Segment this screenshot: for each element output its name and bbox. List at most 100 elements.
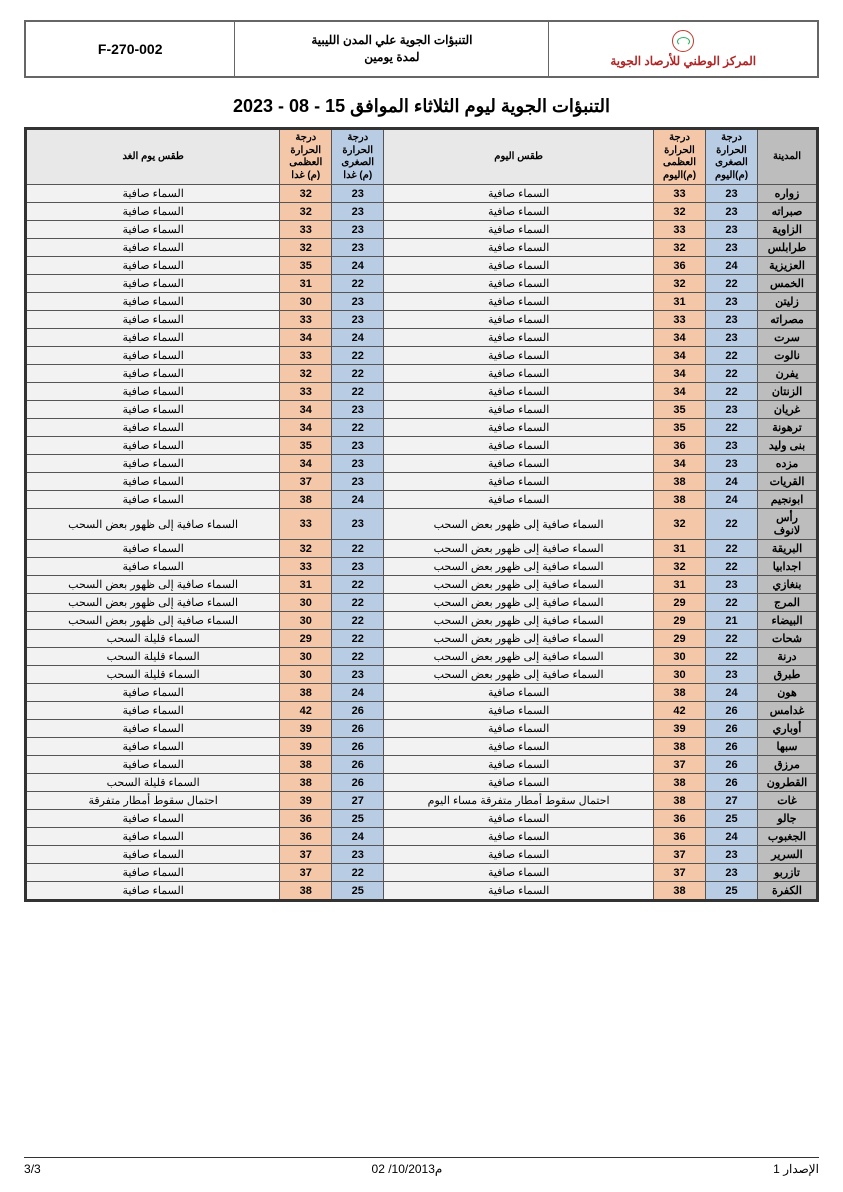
cell-city: غات bbox=[758, 792, 818, 810]
cell-wx-tom: السماء صافية bbox=[26, 455, 280, 473]
cell-city: غدامس bbox=[758, 702, 818, 720]
cell-tmax-tom: 34 bbox=[280, 455, 332, 473]
cell-wx-tom: السماء صافية bbox=[26, 738, 280, 756]
cell-tmax-today: 34 bbox=[654, 383, 706, 401]
footer-edition: الإصدار 1 bbox=[773, 1162, 819, 1176]
col-tmax-today: درجة الحرارة العظمى (م)اليوم bbox=[654, 129, 706, 185]
cell-tmin-tom: 23 bbox=[332, 455, 384, 473]
cell-wx-tom: السماء صافية إلى ظهور بعض السحب bbox=[26, 612, 280, 630]
cell-city: طبرق bbox=[758, 666, 818, 684]
cell-city: الزنتان bbox=[758, 383, 818, 401]
cell-tmax-today: 34 bbox=[654, 455, 706, 473]
cell-tmin-tom: 23 bbox=[332, 293, 384, 311]
table-row: بنى وليد2336السماء صافية2335السماء صافية bbox=[26, 437, 818, 455]
cell-wx-tom: السماء صافية bbox=[26, 311, 280, 329]
cell-wx-tom: السماء صافية bbox=[26, 473, 280, 491]
cell-city: الخمس bbox=[758, 275, 818, 293]
cell-tmin-today: 22 bbox=[706, 419, 758, 437]
cell-wx-today: السماء صافية bbox=[384, 257, 654, 275]
cell-wx-today: السماء صافية bbox=[384, 684, 654, 702]
cell-tmin-tom: 27 bbox=[332, 792, 384, 810]
cell-tmin-today: 24 bbox=[706, 684, 758, 702]
cell-city: المرج bbox=[758, 594, 818, 612]
cell-wx-tom: السماء صافية bbox=[26, 882, 280, 901]
cell-tmin-today: 25 bbox=[706, 882, 758, 901]
cell-city: تازربو bbox=[758, 864, 818, 882]
table-row: البيضاء2129السماء صافية إلى ظهور بعض الس… bbox=[26, 612, 818, 630]
cell-tmax-today: 38 bbox=[654, 473, 706, 491]
table-row: شحات2229السماء صافية إلى ظهور بعض السحب2… bbox=[26, 630, 818, 648]
cell-city: اجدابيا bbox=[758, 558, 818, 576]
cell-city: الكفرة bbox=[758, 882, 818, 901]
cell-tmin-tom: 24 bbox=[332, 684, 384, 702]
cell-wx-tom: السماء صافية bbox=[26, 329, 280, 347]
cell-wx-tom: السماء قليلة السحب bbox=[26, 774, 280, 792]
cell-wx-tom: السماء صافية bbox=[26, 684, 280, 702]
table-row: الزنتان2234السماء صافية2233السماء صافية bbox=[26, 383, 818, 401]
cell-tmax-tom: 32 bbox=[280, 239, 332, 257]
cell-tmin-tom: 26 bbox=[332, 720, 384, 738]
cell-city: البريقة bbox=[758, 540, 818, 558]
cell-tmax-today: 32 bbox=[654, 275, 706, 293]
cell-city: القطرون bbox=[758, 774, 818, 792]
col-wx-tom: طقس يوم الغد bbox=[26, 129, 280, 185]
cell-city: الزاوية bbox=[758, 221, 818, 239]
cell-wx-today: السماء صافية إلى ظهور بعض السحب bbox=[384, 648, 654, 666]
cell-wx-today: السماء صافية bbox=[384, 774, 654, 792]
cell-tmax-today: 35 bbox=[654, 419, 706, 437]
cell-tmin-today: 22 bbox=[706, 630, 758, 648]
cell-tmax-today: 32 bbox=[654, 239, 706, 257]
cell-tmin-tom: 25 bbox=[332, 810, 384, 828]
cell-tmax-tom: 36 bbox=[280, 810, 332, 828]
cell-tmax-today: 39 bbox=[654, 720, 706, 738]
cell-tmin-today: 23 bbox=[706, 576, 758, 594]
cell-city: أوباري bbox=[758, 720, 818, 738]
footer-date: 02 /10/2013م bbox=[372, 1162, 443, 1176]
cell-tmax-tom: 32 bbox=[280, 540, 332, 558]
cell-tmin-tom: 23 bbox=[332, 401, 384, 419]
cell-tmax-tom: 34 bbox=[280, 401, 332, 419]
cell-tmax-today: 34 bbox=[654, 347, 706, 365]
subtitle-line1: التنبؤات الجوية علي المدن الليبية bbox=[311, 33, 472, 47]
cell-city: مرزق bbox=[758, 756, 818, 774]
cell-wx-today: السماء صافية bbox=[384, 846, 654, 864]
cell-wx-tom: السماء صافية bbox=[26, 257, 280, 275]
cell-tmax-tom: 37 bbox=[280, 864, 332, 882]
cell-wx-today: السماء صافية bbox=[384, 720, 654, 738]
cell-tmin-tom: 22 bbox=[332, 612, 384, 630]
cell-city: يفرن bbox=[758, 365, 818, 383]
cell-wx-today: السماء صافية bbox=[384, 203, 654, 221]
cell-wx-today: السماء صافية bbox=[384, 221, 654, 239]
cell-wx-today: السماء صافية bbox=[384, 455, 654, 473]
cell-tmax-today: 37 bbox=[654, 846, 706, 864]
cell-wx-today: السماء صافية bbox=[384, 383, 654, 401]
org-logo-icon bbox=[672, 30, 694, 52]
cell-city: زواره bbox=[758, 185, 818, 203]
cell-tmax-today: 30 bbox=[654, 666, 706, 684]
cell-tmax-today: 32 bbox=[654, 509, 706, 540]
table-row: المرج2229السماء صافية إلى ظهور بعض السحب… bbox=[26, 594, 818, 612]
cell-city: ابونجيم bbox=[758, 491, 818, 509]
cell-city: السرير bbox=[758, 846, 818, 864]
cell-wx-today: السماء صافية إلى ظهور بعض السحب bbox=[384, 558, 654, 576]
table-header-row: المدينة درجة الحرارة الصغرى (م)اليوم درج… bbox=[26, 129, 818, 185]
cell-tmin-today: 26 bbox=[706, 720, 758, 738]
cell-tmax-tom: 38 bbox=[280, 756, 332, 774]
table-row: اجدابيا2232السماء صافية إلى ظهور بعض الس… bbox=[26, 558, 818, 576]
cell-tmin-today: 26 bbox=[706, 702, 758, 720]
cell-wx-tom: السماء صافية bbox=[26, 401, 280, 419]
cell-city: طرابلس bbox=[758, 239, 818, 257]
col-tmin-tom: درجة الحرارة الصغرى (م) غدا bbox=[332, 129, 384, 185]
cell-tmin-today: 22 bbox=[706, 347, 758, 365]
cell-tmax-tom: 37 bbox=[280, 473, 332, 491]
cell-wx-today: السماء صافية bbox=[384, 275, 654, 293]
cell-tmin-tom: 26 bbox=[332, 702, 384, 720]
cell-tmax-today: 31 bbox=[654, 576, 706, 594]
cell-tmin-tom: 22 bbox=[332, 365, 384, 383]
cell-tmin-today: 22 bbox=[706, 509, 758, 540]
cell-tmax-tom: 32 bbox=[280, 185, 332, 203]
cell-city: رأس لانوف bbox=[758, 509, 818, 540]
cell-tmax-tom: 38 bbox=[280, 882, 332, 901]
cell-tmax-today: 29 bbox=[654, 594, 706, 612]
cell-wx-today: السماء صافية bbox=[384, 473, 654, 491]
